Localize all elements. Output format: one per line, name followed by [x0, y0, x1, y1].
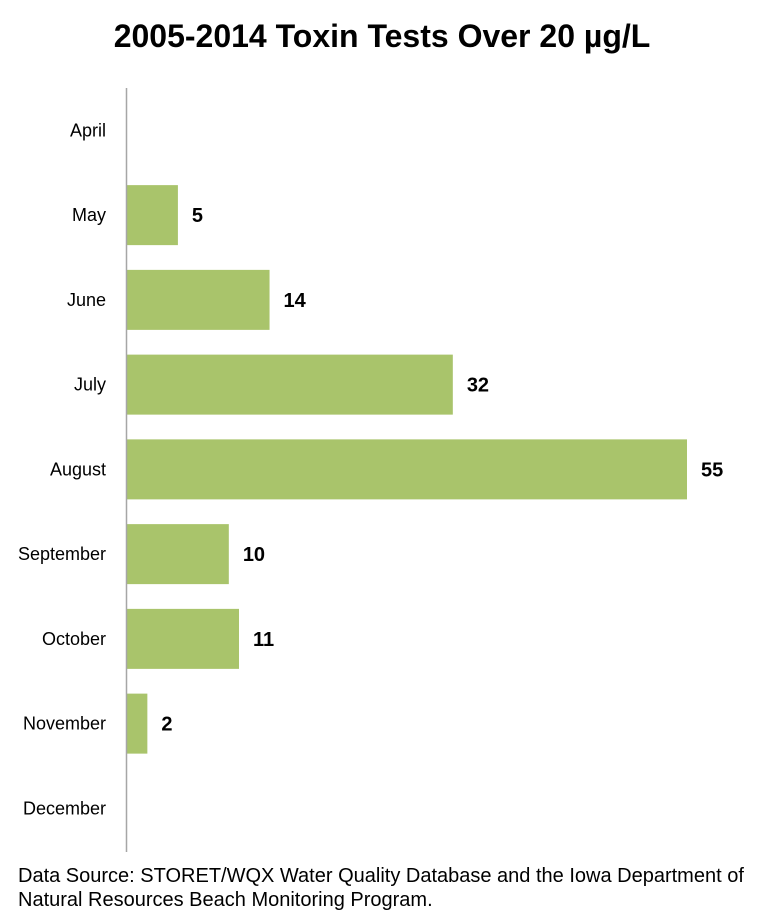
value-label-october: 11: [253, 629, 274, 651]
bar-may: [127, 185, 178, 246]
category-label-may: May: [72, 205, 106, 225]
value-label-july: 32: [467, 375, 489, 397]
category-label-october: October: [42, 629, 106, 649]
bar-july: [127, 354, 453, 415]
category-label-july: July: [74, 375, 106, 395]
value-label-september: 10: [243, 544, 265, 566]
bar-october: [127, 608, 239, 669]
bar-august: [127, 439, 687, 500]
category-label-june: June: [67, 290, 106, 310]
category-label-august: August: [50, 459, 106, 479]
value-label-june: 14: [284, 290, 307, 312]
category-label-september: September: [18, 544, 106, 564]
data-source-note: Data Source: STORET/WQX Water Quality Da…: [18, 865, 744, 911]
bar-chart: April May 5 June 14 July 32 August 55 September 10…: [18, 88, 723, 852]
category-label-april: April: [70, 120, 106, 140]
bar-november: [127, 693, 148, 754]
bars-layer: [127, 185, 687, 754]
value-label-may: 5: [192, 205, 203, 227]
value-label-november: 2: [161, 714, 172, 736]
category-label-november: November: [23, 714, 106, 734]
value-label-august: 55: [701, 459, 723, 481]
bar-september: [127, 524, 229, 585]
chart-title: 2005-2014 Toxin Tests Over 20 µg/L: [113, 18, 651, 54]
category-label-december: December: [23, 798, 106, 818]
labels-layer: April May 5 June 14 July 32 August 55 September 10…: [18, 120, 723, 818]
bar-june: [127, 269, 270, 330]
